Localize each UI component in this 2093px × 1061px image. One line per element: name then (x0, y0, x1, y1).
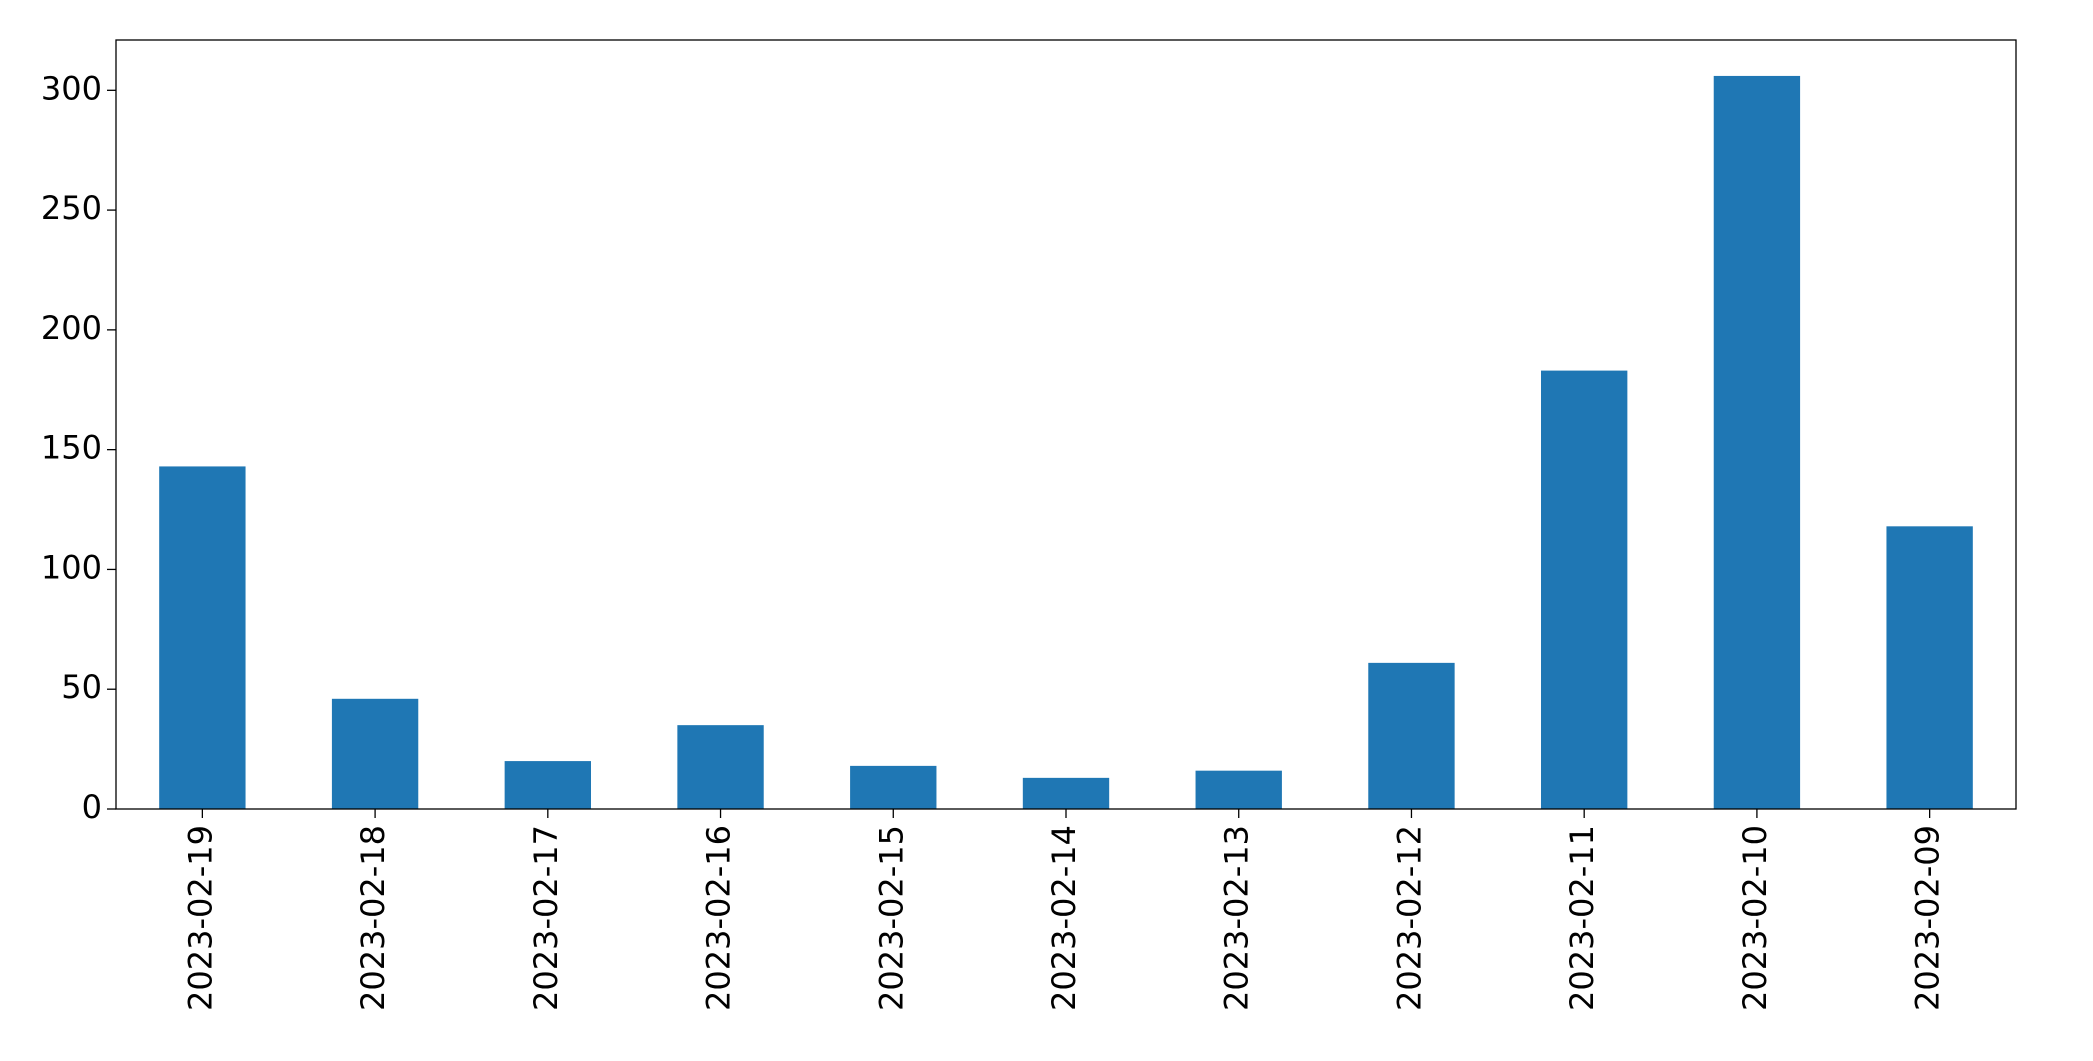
bar (504, 761, 591, 809)
x-tick-label: 2023-02-17 (527, 825, 565, 1011)
x-tick-label: 2023-02-15 (872, 825, 910, 1011)
bar (677, 725, 764, 809)
bar (1886, 526, 1973, 809)
x-tick-label: 2023-02-16 (700, 825, 738, 1011)
y-tick-label: 100 (41, 548, 102, 586)
plot-frame (115, 39, 2017, 810)
bar (1368, 662, 1455, 809)
x-tick-label: 2023-02-19 (181, 825, 219, 1011)
x-tick-label: 2023-02-14 (1045, 825, 1083, 1011)
bar (1195, 770, 1282, 809)
bar (1713, 75, 1801, 810)
y-tick-label: 150 (41, 429, 102, 467)
bar (331, 698, 419, 809)
y-tick-label: 250 (41, 189, 102, 227)
x-tick-label: 2023-02-18 (354, 825, 392, 1011)
x-tick-label: 2023-02-09 (1909, 825, 1947, 1011)
y-tick-label: 300 (41, 69, 102, 107)
bar (1022, 777, 1110, 809)
x-tick-label: 2023-02-10 (1736, 825, 1774, 1011)
x-tick-label: 2023-02-11 (1563, 825, 1601, 1011)
y-tick-label: 0 (82, 788, 102, 826)
bar (159, 466, 246, 809)
y-tick-label: 50 (61, 668, 102, 706)
x-tick-label: 2023-02-12 (1390, 825, 1428, 1011)
x-tick-label: 2023-02-13 (1218, 825, 1256, 1011)
bar (850, 765, 937, 809)
y-tick-label: 200 (41, 309, 102, 347)
bar (1541, 370, 1628, 809)
